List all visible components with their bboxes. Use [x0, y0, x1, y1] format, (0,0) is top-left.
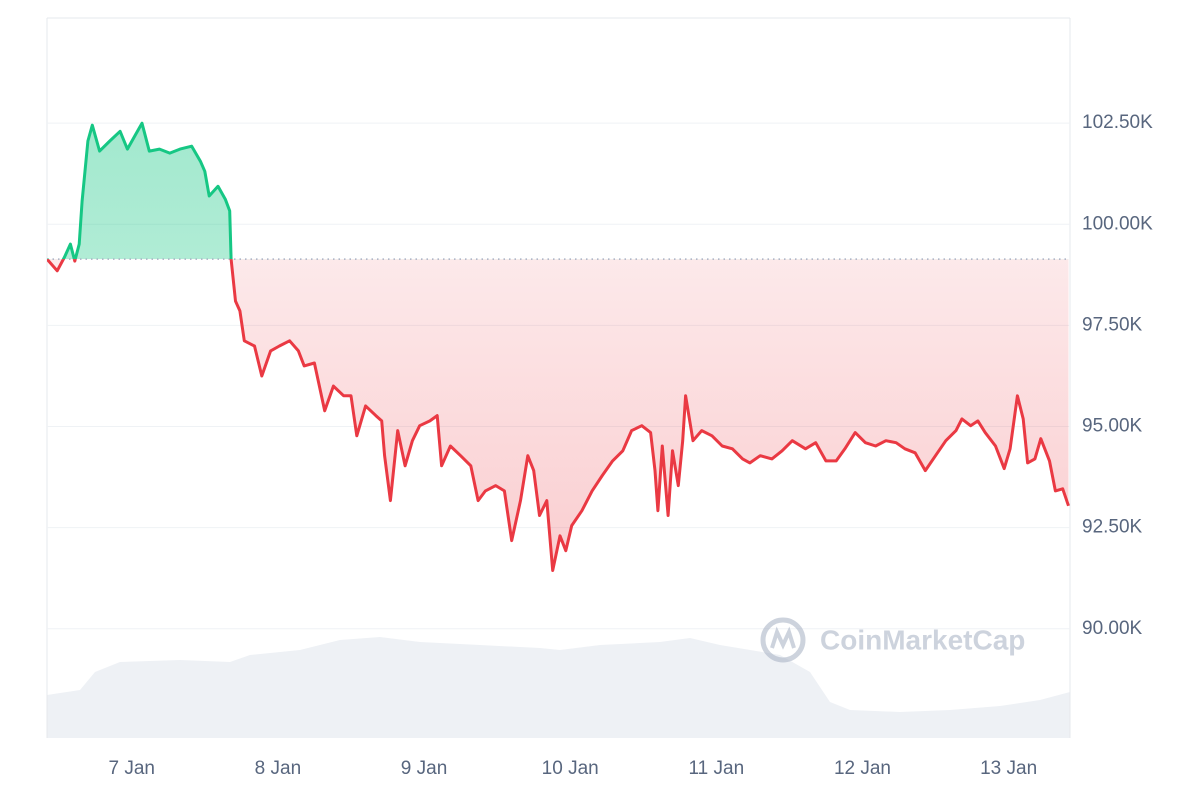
x-tick-label: 11 Jan: [689, 758, 745, 779]
x-tick-label: 13 Jan: [980, 758, 1037, 779]
volume-area: [47, 637, 1070, 738]
price-line-down: [47, 259, 1070, 572]
x-tick-label: 8 Jan: [255, 758, 301, 779]
y-tick-label: 90.00K: [1082, 618, 1143, 639]
area-above-baseline: [63, 123, 232, 260]
watermark: CoinMarketCap: [760, 617, 1025, 663]
x-tick-label: 10 Jan: [542, 758, 599, 779]
y-tick-label: 95.00K: [1082, 416, 1143, 437]
x-tick-label: 9 Jan: [401, 758, 447, 779]
y-tick-label: 102.50K: [1082, 112, 1153, 133]
price-line-up: [47, 121, 233, 260]
y-tick-label: 100.00K: [1082, 213, 1153, 234]
x-tick-label: 7 Jan: [109, 758, 155, 779]
watermark-text: CoinMarketCap: [820, 624, 1025, 655]
y-tick-label: 97.50K: [1082, 314, 1143, 335]
y-tick-label: 92.50K: [1082, 517, 1143, 538]
x-tick-label: 12 Jan: [834, 758, 891, 779]
area-below-baseline: [47, 259, 1069, 571]
watermark-logo: [760, 617, 806, 663]
watermark-logo-mark: [770, 626, 796, 650]
